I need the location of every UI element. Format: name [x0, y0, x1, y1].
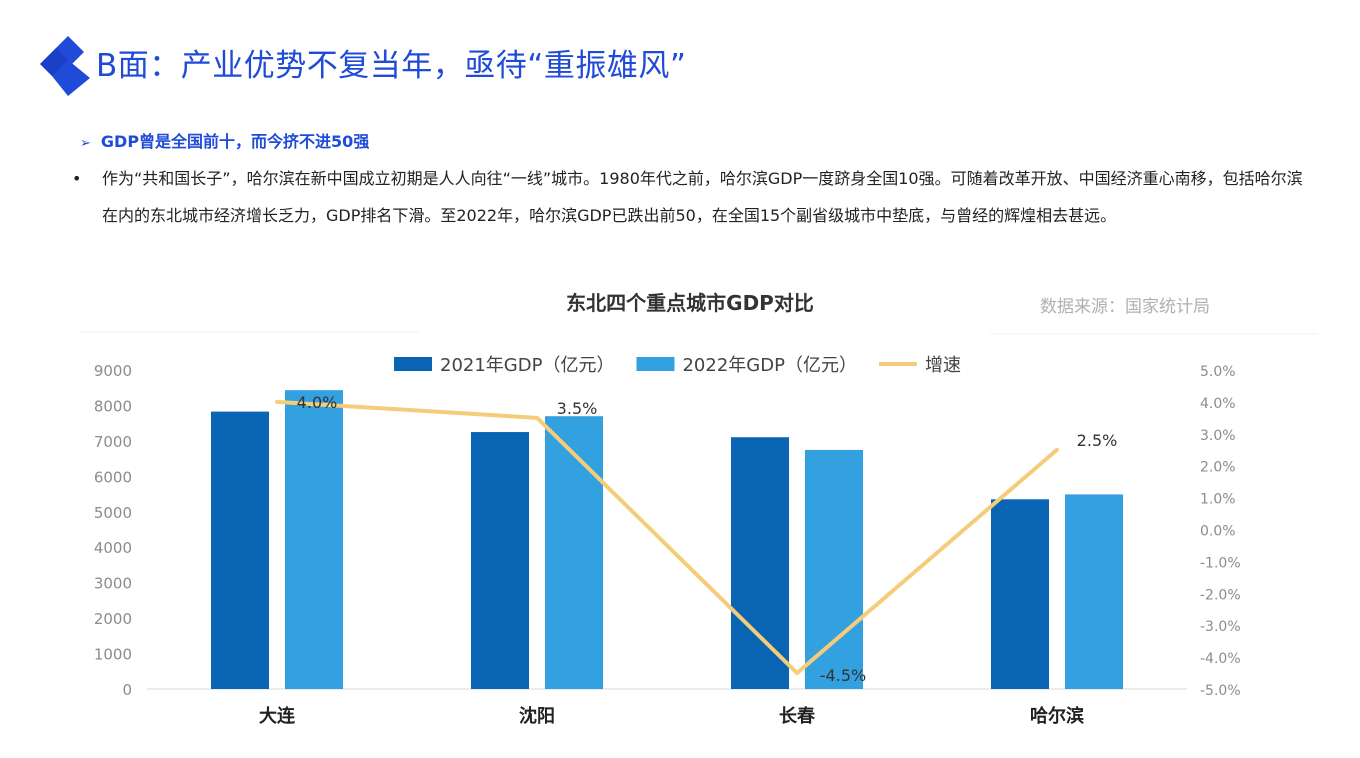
y-left-tick-label: 0 [122, 681, 132, 699]
bar-2022 [285, 390, 343, 689]
y-right-tick-label: 4.0% [1200, 396, 1236, 412]
y-right-tick-label: -4.0% [1200, 651, 1241, 667]
growth-data-label: 3.5% [557, 399, 598, 418]
y-axis-right: -5.0% -4.0% -3.0% -2.0% -1.0% 0.0% 1.0% 2.0% 3.0… [1200, 364, 1241, 699]
chart-title: 东北四个重点城市GDP对比 [566, 291, 814, 315]
bullet-dot-icon: • [72, 169, 82, 188]
bar-2021 [471, 432, 529, 689]
x-tick-label: 长春 [779, 705, 816, 727]
chart-source: 数据来源：国家统计局 [1040, 297, 1210, 317]
bar-2022 [805, 449, 863, 689]
y-left-tick-label: 7000 [94, 433, 132, 451]
body-paragraph: 作为“共和国长子”，哈尔滨在新中国成立初期是人人向往“一线”城市。1980年代之… [102, 169, 1303, 225]
bar-2022 [1065, 494, 1123, 689]
legend-label: 增速 [925, 355, 961, 376]
legend-swatch [394, 357, 432, 371]
section-heading: ➢ GDP曾是全国前十，而今挤不进50强 [80, 128, 369, 152]
chart-legend: 2021年GDP（亿元） 2022年GDP（亿元） 增速 [394, 355, 961, 376]
x-tick-label: 大连 [259, 705, 296, 727]
growth-data-label: -4.5% [820, 666, 866, 685]
brand-logo-icon [40, 36, 90, 96]
y-right-tick-label: 3.0% [1200, 428, 1236, 444]
y-left-tick-label: 2000 [94, 610, 132, 628]
y-left-tick-label: 6000 [94, 468, 132, 486]
page-title: B面：产业优势不复当年，亟待“重振雄风” [96, 48, 687, 84]
growth-data-label: 2.5% [1077, 431, 1118, 450]
bar-2022 [545, 416, 603, 689]
y-right-tick-label: 2.0% [1200, 460, 1236, 476]
x-tick-label: 哈尔滨 [1030, 705, 1084, 727]
body-paragraph-block: • 作为“共和国长子”，哈尔滨在新中国成立初期是人人向往“一线”城市。1980年… [72, 160, 1317, 234]
arrow-bullet-icon: ➢ [80, 136, 91, 151]
x-axis-labels: 大连 沈阳 长春 哈尔滨 [259, 705, 1084, 727]
y-left-tick-label: 3000 [94, 575, 132, 593]
y-right-tick-label: -1.0% [1200, 555, 1241, 571]
y-left-tick-label: 4000 [94, 539, 132, 557]
y-right-tick-label: 1.0% [1200, 492, 1236, 508]
y-right-tick-label: -3.0% [1200, 619, 1241, 635]
legend-label: 2021年GDP（亿元） [440, 355, 614, 376]
y-left-tick-label: 1000 [94, 646, 132, 664]
y-right-tick-label: -2.0% [1200, 587, 1241, 603]
bar-2021 [211, 411, 269, 689]
section-heading-text: GDP曾是全国前十，而今挤不进50强 [100, 132, 370, 151]
bar-2021 [991, 499, 1049, 689]
y-axis-left: 0 1000 2000 3000 4000 5000 6000 7000 8000 9000 [94, 362, 132, 699]
legend-label: 2022年GDP（亿元） [682, 355, 856, 376]
chart-bars [211, 390, 1123, 689]
x-tick-label: 沈阳 [519, 705, 555, 727]
y-left-tick-label: 9000 [94, 362, 132, 380]
growth-data-label: 4.0% [297, 393, 338, 412]
growth-line: 4.0% 3.5% -4.5% 2.5% [275, 393, 1118, 685]
growth-polyline [275, 399, 1059, 676]
y-right-tick-label: 0.0% [1200, 524, 1236, 540]
y-left-tick-label: 5000 [94, 504, 132, 522]
y-right-tick-label: -5.0% [1200, 683, 1241, 699]
gdp-comparison-chart: 东北四个重点城市GDP对比 数据来源：国家统计局 2021年GDP（亿元） 202… [80, 291, 1318, 727]
y-left-tick-label: 8000 [94, 397, 132, 415]
legend-swatch [636, 357, 675, 371]
bar-2021 [731, 437, 789, 689]
y-right-tick-label: 5.0% [1200, 364, 1236, 380]
